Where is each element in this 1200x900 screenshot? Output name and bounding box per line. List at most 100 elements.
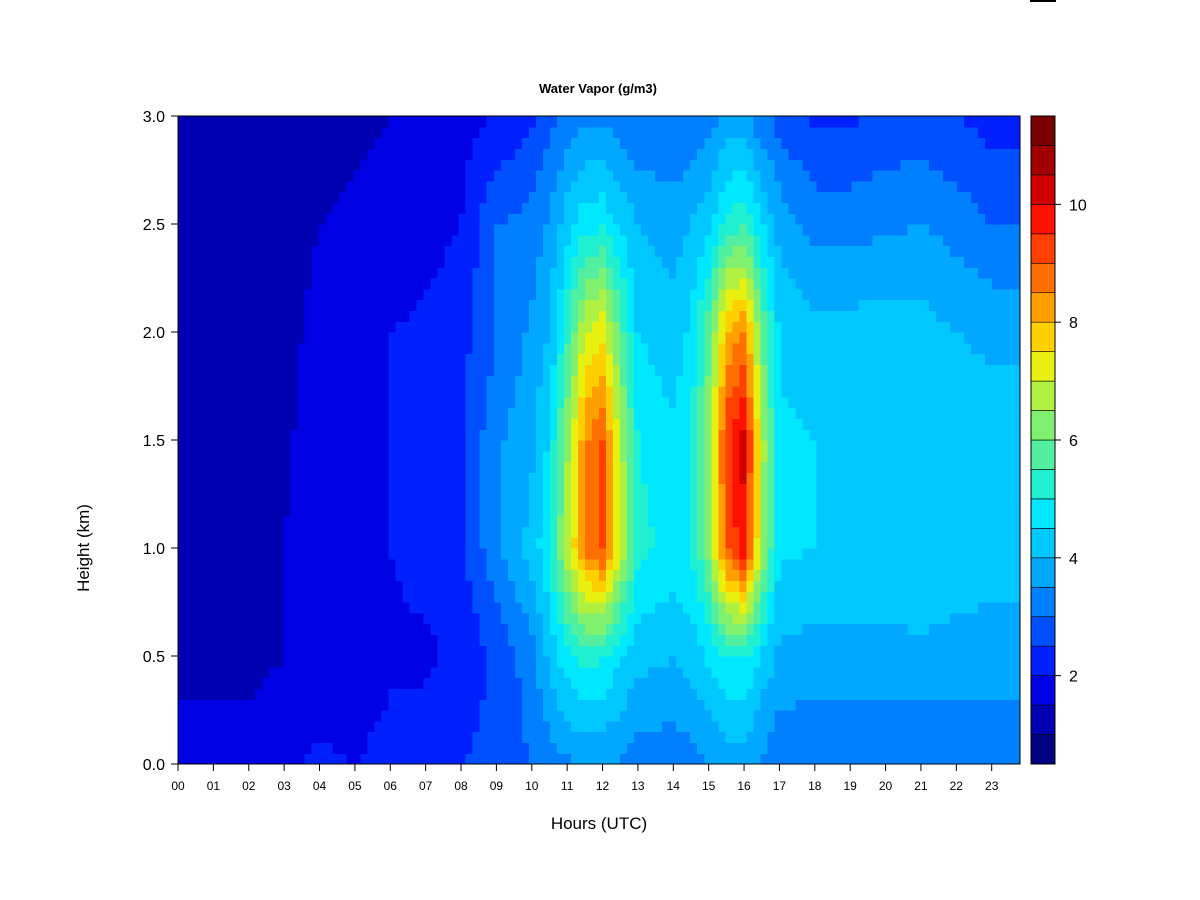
heatmap-cell — [949, 580, 958, 592]
heatmap-cell — [304, 386, 312, 398]
heatmap-cell — [444, 386, 453, 398]
heatmap-cell — [206, 634, 214, 646]
heatmap-cell — [879, 461, 888, 473]
heatmap-cell — [648, 483, 656, 495]
heatmap-cell — [276, 375, 284, 387]
heatmap-cell — [998, 494, 1007, 506]
heatmap-cell — [676, 677, 684, 689]
heatmap-cell — [255, 710, 263, 722]
heatmap-cell — [718, 332, 726, 344]
heatmap-cell — [830, 591, 839, 603]
heatmap-cell — [339, 558, 347, 571]
heatmap-cell — [984, 580, 993, 592]
heatmap-cell — [627, 429, 635, 441]
heatmap-cell — [613, 396, 621, 409]
heatmap-cell — [851, 364, 860, 376]
heatmap-cell — [479, 569, 488, 581]
heatmap-cell — [809, 742, 818, 754]
heatmap-cell — [241, 656, 249, 668]
heatmap-cell — [521, 364, 530, 376]
heatmap-cell — [535, 688, 544, 700]
heatmap-cell — [767, 558, 776, 571]
heatmap-cell — [570, 666, 579, 679]
heatmap-cell — [269, 429, 277, 441]
heatmap-cell — [977, 407, 986, 419]
heatmap-cell — [423, 548, 432, 560]
heatmap-cell — [711, 710, 719, 722]
heatmap-cell — [388, 677, 397, 689]
heatmap-cell — [591, 656, 600, 668]
heatmap-cell — [942, 677, 951, 689]
heatmap-cell — [718, 602, 726, 614]
heatmap-cell — [563, 472, 572, 484]
heatmap-cell — [977, 731, 986, 743]
heatmap-cell — [613, 548, 621, 560]
heatmap-cell — [1005, 666, 1014, 679]
heatmap-cell — [367, 418, 376, 430]
heatmap-cell — [907, 656, 916, 668]
heatmap-cell — [458, 526, 467, 538]
heatmap-cell — [802, 569, 811, 581]
heatmap-cell — [613, 602, 621, 614]
heatmap-cell — [662, 364, 670, 376]
heatmap-cell — [388, 688, 397, 700]
heatmap-cell — [697, 450, 705, 463]
heatmap-cell — [606, 742, 614, 754]
heatmap-cell — [907, 580, 916, 592]
heatmap-cell — [963, 688, 972, 700]
heatmap-cell — [627, 548, 635, 560]
heatmap-cell — [690, 396, 698, 409]
heatmap-cell — [346, 504, 355, 517]
heatmap-cell — [627, 396, 635, 409]
heatmap-cell — [227, 753, 235, 765]
heatmap-cell — [900, 526, 909, 538]
heatmap-cell — [311, 386, 319, 398]
heatmap-cell — [949, 407, 958, 419]
heatmap-cell — [725, 688, 733, 700]
heatmap-cell — [507, 321, 516, 333]
heatmap-cell — [325, 407, 333, 419]
heatmap-cell — [641, 731, 649, 743]
heatmap-cell — [479, 699, 488, 711]
heatmap-cell — [451, 558, 460, 571]
heatmap-cell — [444, 612, 453, 625]
heatmap-cell — [297, 483, 305, 495]
heatmap-cell — [542, 472, 551, 484]
heatmap-cell — [760, 353, 768, 365]
heatmap-cell — [290, 634, 298, 646]
heatmap-cell — [178, 526, 186, 538]
heatmap-cell — [690, 375, 698, 387]
heatmap-cell — [388, 548, 397, 560]
heatmap-cell — [872, 504, 881, 517]
heatmap-cell — [998, 332, 1007, 344]
heatmap-cell — [704, 472, 712, 484]
heatmap-cell — [500, 688, 509, 700]
heatmap-cell — [521, 342, 530, 355]
heatmap-cell — [458, 440, 467, 452]
heatmap-cell — [865, 677, 874, 689]
heatmap-cell — [591, 710, 600, 722]
heatmap-cell — [514, 569, 523, 581]
heatmap-cell — [830, 569, 839, 581]
heatmap-cell — [767, 526, 776, 538]
heatmap-cell — [872, 623, 881, 635]
heatmap-cell — [641, 321, 649, 333]
heatmap-cell — [753, 494, 761, 506]
heatmap-cell — [746, 472, 754, 484]
heatmap-cell — [781, 332, 790, 344]
heatmap-cell — [977, 699, 986, 711]
heatmap-cell — [248, 548, 256, 560]
heatmap-cell — [963, 645, 972, 657]
heatmap-cell — [683, 461, 691, 473]
heatmap-cell — [192, 494, 200, 506]
heatmap-cell — [655, 623, 663, 635]
heatmap-cell — [1012, 753, 1021, 765]
heatmap-cell — [297, 688, 305, 700]
heatmap-cell — [304, 591, 312, 603]
heatmap-cell — [802, 645, 811, 657]
heatmap-cell — [556, 591, 565, 603]
heatmap-cell — [500, 666, 509, 679]
heatmap-cell — [942, 742, 951, 754]
heatmap-cell — [984, 666, 993, 679]
heatmap-cell — [549, 645, 558, 657]
